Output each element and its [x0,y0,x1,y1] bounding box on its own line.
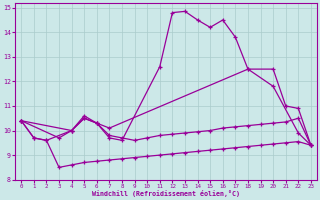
X-axis label: Windchill (Refroidissement éolien,°C): Windchill (Refroidissement éolien,°C) [92,190,240,197]
